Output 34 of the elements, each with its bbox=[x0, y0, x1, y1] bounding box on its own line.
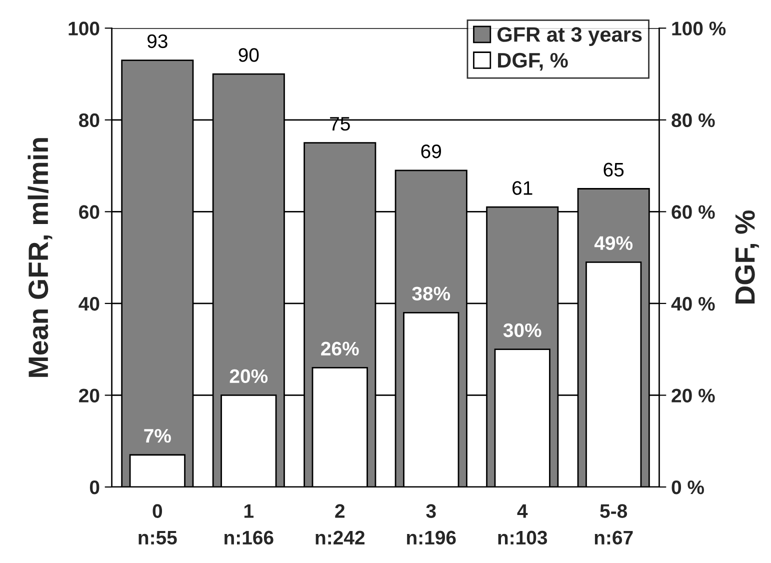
y2-tick-label: 60 % bbox=[672, 205, 715, 219]
legend-label: GFR at 3 years bbox=[498, 27, 642, 46]
x-tick-label: 4 n:103 bbox=[498, 504, 548, 545]
y2-axis-title: DGF, % bbox=[735, 210, 759, 304]
data-label: 49% bbox=[594, 236, 633, 250]
y-tick-label: 100 bbox=[68, 22, 100, 36]
y-tick-label: 20 bbox=[79, 388, 100, 402]
data-label: 75 bbox=[330, 117, 350, 131]
data-label: 65 bbox=[604, 162, 624, 177]
data-label: 61 bbox=[512, 181, 532, 195]
data-label: 26% bbox=[321, 342, 359, 356]
y2-tick-label: 100 % bbox=[672, 22, 726, 36]
x-tick-label: 0 n:55 bbox=[138, 504, 177, 545]
data-label: 93 bbox=[148, 34, 168, 48]
x-tick-label: 5-8 n:67 bbox=[594, 504, 633, 545]
data-label: 20% bbox=[230, 369, 268, 384]
x-tick-label: 3 n:196 bbox=[407, 504, 456, 545]
y2-tick-label: 40 % bbox=[671, 296, 715, 311]
y-tick-label: 60 bbox=[79, 205, 100, 219]
data-label: 7% bbox=[144, 428, 171, 443]
data-label: 30% bbox=[503, 323, 542, 338]
x-tick-label: 1 n:166 bbox=[224, 504, 274, 545]
data-label: 38% bbox=[412, 286, 450, 300]
y-tick-label: 40 bbox=[78, 296, 100, 311]
data-label: 69 bbox=[421, 144, 442, 158]
y-axis-title: Mean GFR, ml/min bbox=[28, 138, 52, 377]
y2-tick-label: 80 % bbox=[672, 113, 715, 128]
legend-label: DGF, % bbox=[498, 52, 568, 71]
y2-tick-label: 0 % bbox=[672, 480, 704, 494]
y-tick-label: 0 bbox=[90, 480, 100, 494]
y2-tick-label: 20 % bbox=[672, 388, 715, 402]
y-tick-label: 80 bbox=[78, 113, 100, 128]
x-tick-label: 2 n:242 bbox=[316, 504, 365, 544]
data-label: 90 bbox=[238, 48, 259, 62]
